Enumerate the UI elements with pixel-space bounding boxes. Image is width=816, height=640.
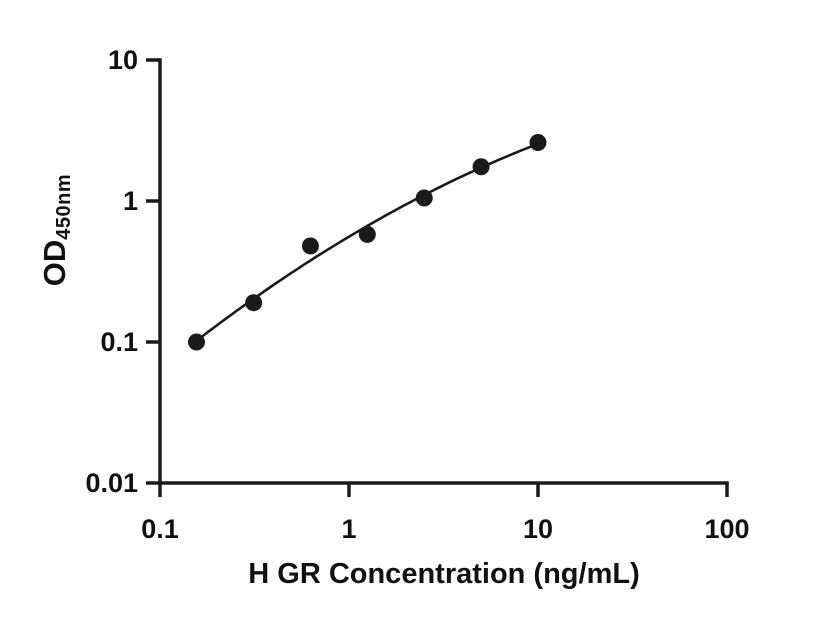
data-point (188, 333, 206, 351)
y-axis-title-subscript: 450nm (53, 173, 75, 240)
data-point (301, 237, 319, 255)
x-tick-label: 10 (523, 514, 553, 544)
data-point (245, 294, 263, 312)
y-axis-title: OD450nm (37, 173, 75, 287)
data-point (415, 189, 433, 207)
y-tick-label: 10 (108, 45, 138, 75)
data-point (358, 225, 376, 243)
x-tick-label: 0.1 (141, 514, 179, 544)
y-tick-label: 0.01 (85, 468, 138, 498)
x-tick-label: 100 (704, 514, 749, 544)
y-axis-title-main: OD (37, 239, 72, 287)
data-point (472, 158, 490, 176)
y-tick-label: 0.1 (100, 327, 138, 357)
x-tick-label: 1 (341, 514, 356, 544)
data-point (529, 133, 547, 151)
y-tick-label: 1 (123, 186, 138, 216)
x-axis-title: H GR Concentration (ng/mL) (248, 558, 640, 590)
